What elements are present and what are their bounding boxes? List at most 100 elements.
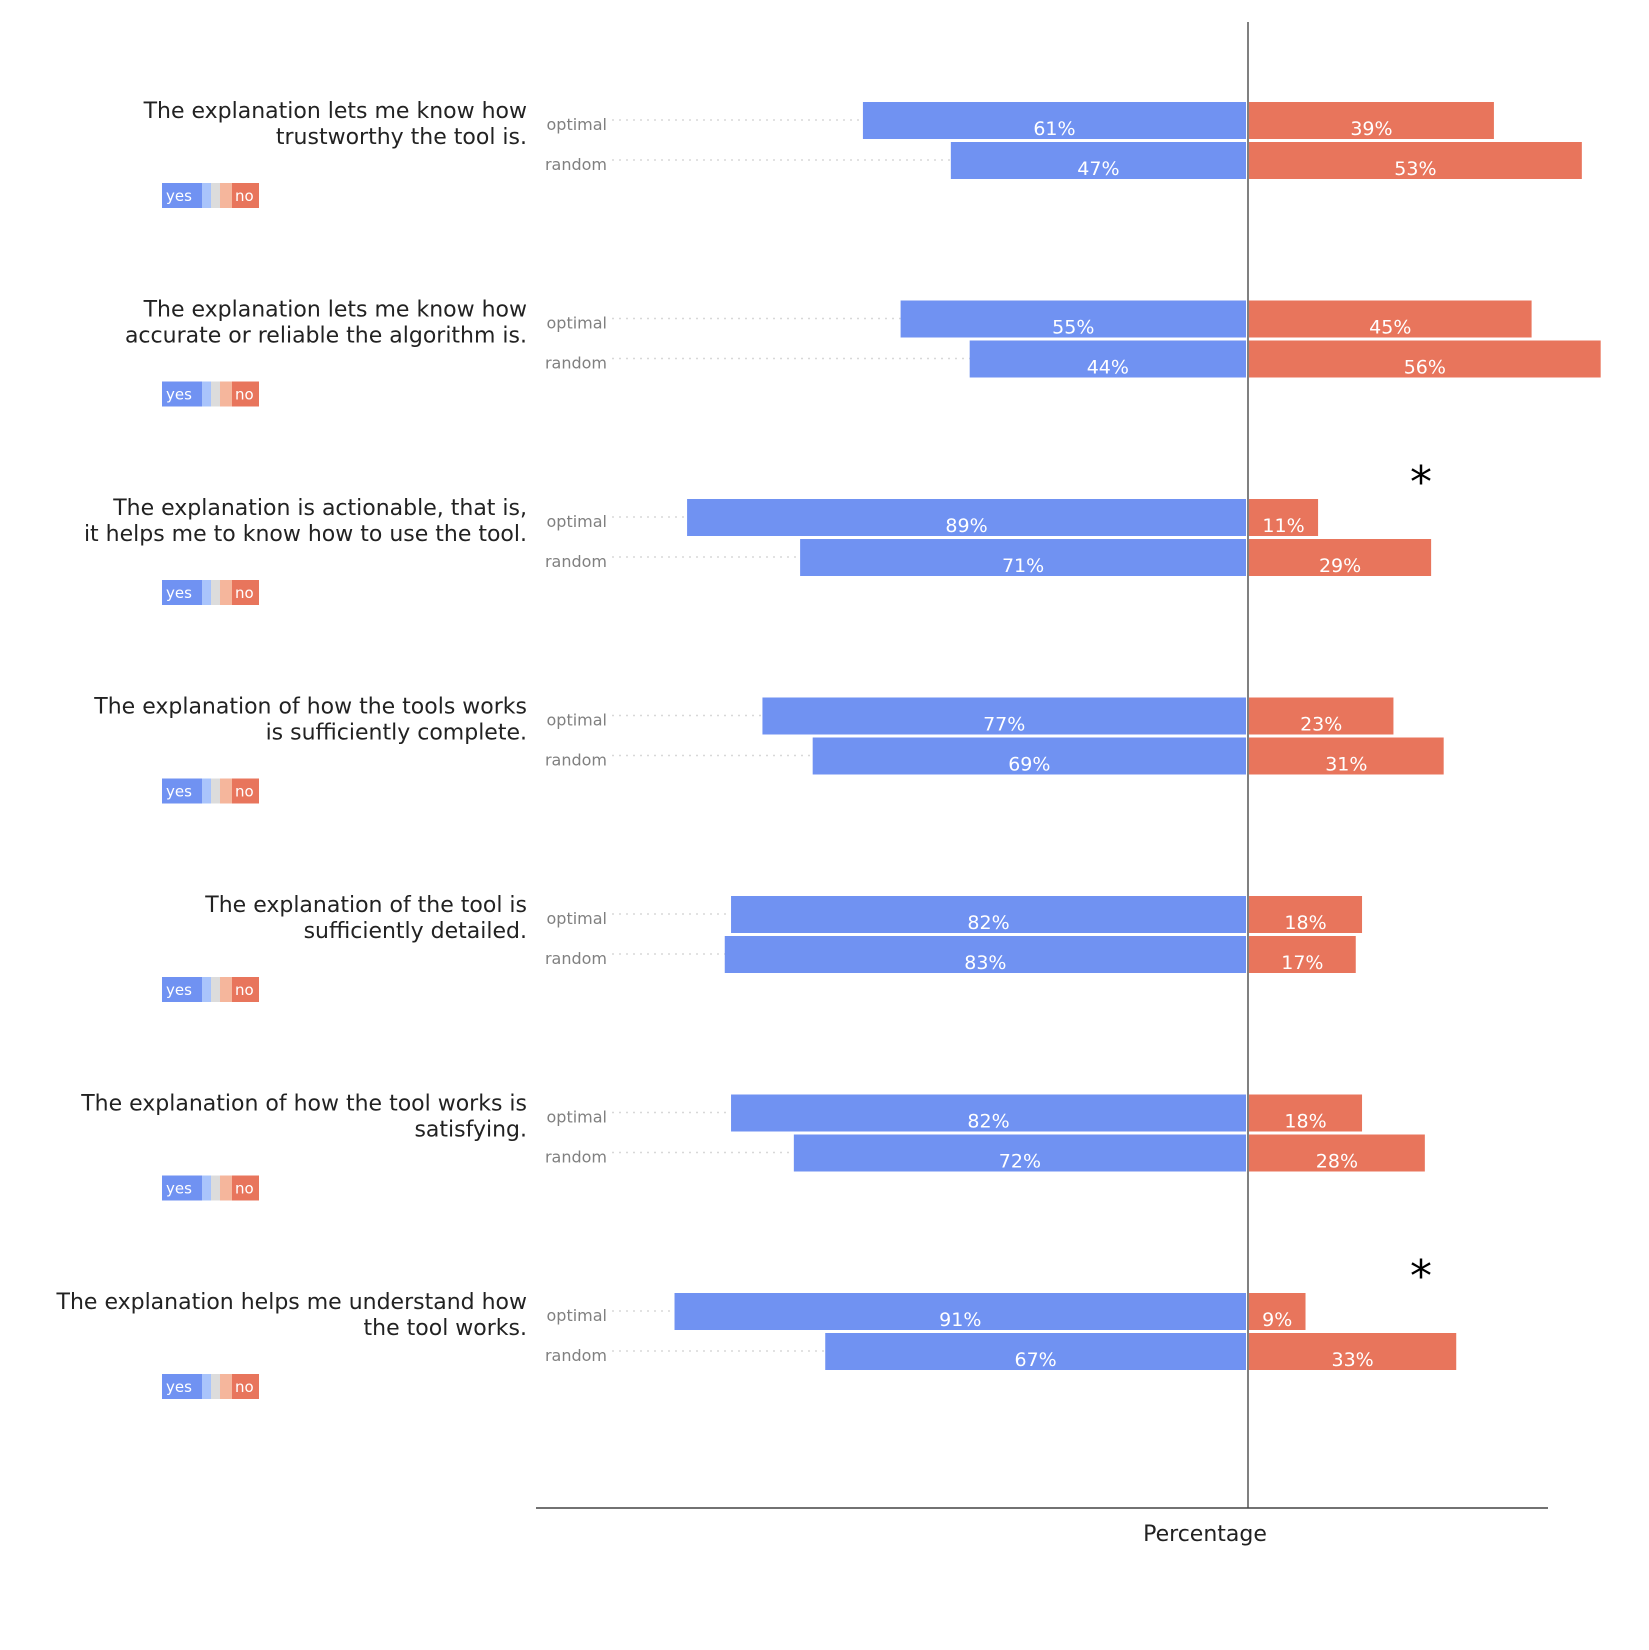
data-label-no: 39% [1350,118,1392,140]
legend-neutral-swatch [211,183,220,208]
data-label-no: 17% [1281,952,1323,974]
bar-no-optimal [1249,102,1494,139]
legend-yes-label: yes [166,1180,192,1198]
series-label-random: random [545,1148,607,1167]
data-label-no: 56% [1404,357,1446,379]
legend-light-yes-swatch [202,977,211,1002]
question-label: sufficiently detailed. [304,919,527,944]
question-label: accurate or reliable the algorithm is. [125,324,527,349]
legend-yes-swatch [162,778,202,804]
data-label-yes: 71% [1002,555,1044,577]
bar-no-random [1249,1134,1425,1172]
data-label-no: 28% [1316,1151,1358,1173]
legend-yes-swatch [162,580,202,605]
legend-no-label: no [235,1378,254,1396]
significance-marker: * [1410,457,1432,508]
legend-light-no-swatch [220,778,232,804]
data-label-yes: 77% [983,714,1025,736]
data-label-no: 29% [1319,555,1361,577]
x-axis-label: Percentage [1143,1522,1267,1547]
legend-no-swatch [232,580,259,605]
question-label: trustworthy the tool is. [276,125,527,150]
legend-light-no-swatch [220,1175,232,1201]
legend-yes-swatch [162,183,202,208]
series-label-random: random [545,751,607,770]
legend-yes-label: yes [166,981,192,999]
data-label-yes: 44% [1087,357,1129,379]
legend-no-label: no [235,981,254,999]
bar-yes-optimal [862,102,1246,139]
legend-yes-swatch [162,381,202,407]
legend-neutral-swatch [211,580,220,605]
series-label-random: random [545,552,607,571]
legend-no-swatch [232,183,259,208]
series-label-optimal: optimal [547,909,608,928]
data-label-no: 31% [1325,754,1367,776]
legend-no-label: no [235,386,254,404]
legend-light-yes-swatch [202,183,211,208]
data-label-yes: 83% [964,952,1006,974]
bar-no-optimal [1249,697,1394,735]
legend-neutral-swatch [211,778,220,804]
bar-no-optimal [1249,1293,1306,1330]
legend-neutral-swatch [211,1175,220,1201]
legend-light-yes-swatch [202,381,211,407]
legend-light-no-swatch [220,977,232,1002]
bar-no-random [1249,142,1582,179]
data-label-no: 18% [1284,1111,1326,1133]
series-label-optimal: optimal [547,711,608,730]
legend-yes-swatch [162,1374,202,1399]
legend-yes-label: yes [166,1378,192,1396]
data-label-yes: 89% [945,515,987,537]
legend-no-swatch [232,1175,259,1201]
bar-no-random [1249,936,1356,973]
bar-no-optimal [1249,1094,1363,1132]
series-label-optimal: optimal [547,115,608,134]
bar-yes-random [969,340,1246,378]
question-label: The explanation of how the tool works is [80,1092,527,1117]
series-label-optimal: optimal [547,1306,608,1325]
legend-no-label: no [235,584,254,602]
bar-yes-random [793,1134,1246,1172]
question-label: The explanation lets me know how [143,298,527,323]
legend-neutral-swatch [211,1374,220,1399]
data-label-yes: 67% [1015,1349,1057,1371]
data-label-yes: 69% [1008,754,1050,776]
legend-light-no-swatch [220,580,232,605]
legend-no-label: no [235,783,254,801]
bar-no-optimal [1249,896,1363,933]
series-label-optimal: optimal [547,512,608,531]
question-label: The explanation of the tool is [204,893,527,918]
data-label-no: 9% [1262,1309,1292,1331]
bar-no-random [1249,737,1444,775]
bar-yes-random [800,539,1246,576]
legend-no-swatch [232,977,259,1002]
legend-yes-label: yes [166,783,192,801]
legend-yes-swatch [162,1175,202,1201]
data-label-yes: 47% [1077,158,1119,180]
data-label-no: 23% [1300,714,1342,736]
bar-yes-random [812,737,1246,775]
data-label-no: 45% [1369,317,1411,339]
question-label: The explanation helps me understand how [56,1290,527,1315]
data-label-yes: 72% [999,1151,1041,1173]
question-label: is sufficiently complete. [266,721,527,746]
legend-light-no-swatch [220,1374,232,1399]
data-label-no: 11% [1262,515,1304,537]
legend-yes-label: yes [166,187,192,205]
legend-light-no-swatch [220,381,232,407]
data-label-no: 53% [1394,158,1436,180]
series-label-random: random [545,155,607,174]
bar-yes-optimal [762,697,1246,735]
legend-light-yes-swatch [202,778,211,804]
question-label: The explanation lets me know how [143,99,527,124]
series-label-random: random [545,354,607,373]
legend-light-yes-swatch [202,1175,211,1201]
series-label-random: random [545,1346,607,1365]
legend-yes-label: yes [166,386,192,404]
series-label-optimal: optimal [547,314,608,333]
legend-no-label: no [235,187,254,205]
data-label-yes: 61% [1033,118,1075,140]
legend-light-no-swatch [220,183,232,208]
bar-no-random [1249,340,1601,378]
